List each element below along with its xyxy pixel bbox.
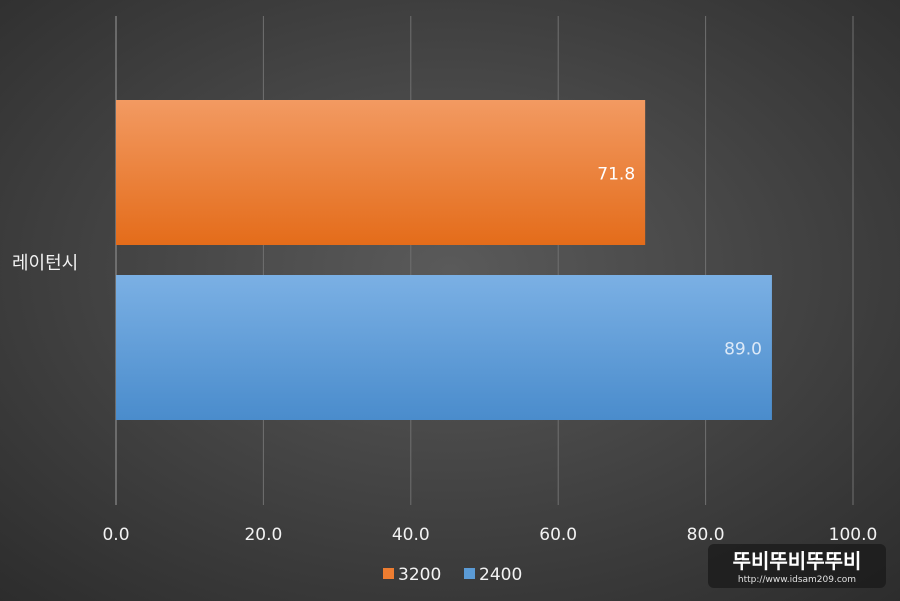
legend-label-2400: 2400 — [479, 565, 522, 585]
category-label: 레이턴시 — [12, 253, 78, 274]
x-tick-label: 0.0 — [102, 525, 129, 545]
x-tick-label: 60.0 — [539, 525, 577, 545]
legend-swatch-2400 — [464, 568, 475, 579]
watermark: 뚜비뚜비뚜뚜비 http://www.idsam209.com — [708, 544, 886, 588]
legend-swatch-3200 — [383, 568, 394, 579]
x-tick-label: 40.0 — [392, 525, 430, 545]
watermark-url: http://www.idsam209.com — [738, 575, 856, 585]
x-tick-label: 80.0 — [687, 525, 725, 545]
data-label-2400: 89.0 — [724, 340, 762, 360]
watermark-title: 뚜비뚜비뚜뚜비 — [733, 549, 862, 573]
bar-3200 — [116, 100, 646, 245]
bars — [116, 100, 772, 420]
x-axis-ticks: 0.0 20.0 40.0 60.0 80.0 100.0 — [102, 525, 877, 545]
data-labels: 71.8 89.0 — [597, 165, 762, 360]
data-label-3200: 71.8 — [597, 165, 635, 185]
legend: 3200 2400 — [383, 565, 522, 585]
legend-label-3200: 3200 — [398, 565, 441, 585]
bar-2400 — [116, 275, 772, 420]
x-tick-label: 100.0 — [829, 525, 878, 545]
gridlines — [115, 16, 854, 505]
watermark-badge — [708, 544, 886, 588]
x-tick-label: 20.0 — [244, 525, 282, 545]
